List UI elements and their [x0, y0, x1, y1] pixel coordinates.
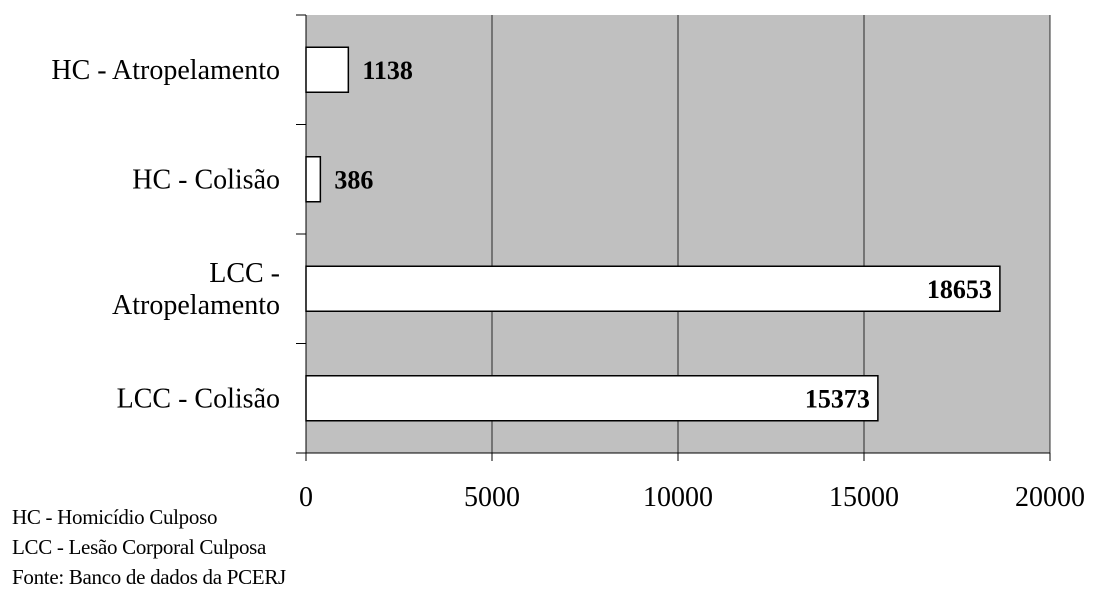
x-tick-labels: 0 5000 10000 15000 20000	[299, 482, 1085, 513]
x-tick-label: 20000	[1015, 482, 1085, 513]
legend-note-hc: HC - Homicídio Culposo	[12, 505, 218, 529]
x-tick-label: 0	[299, 482, 313, 513]
axis-ticks	[296, 14, 1051, 461]
source-note: Fonte: Banco de dados da PCERJ	[12, 565, 286, 589]
bar	[305, 156, 322, 203]
category-label: LCC - Colisão	[117, 383, 280, 414]
x-tick-label: 15000	[829, 482, 899, 513]
data-label: 18653	[927, 275, 992, 304]
category-label: LCC -	[209, 258, 280, 289]
legend-note-lcc: LCC - Lesão Corporal Culposa	[12, 535, 267, 559]
bar	[305, 46, 350, 93]
data-label: 1138	[362, 56, 413, 85]
data-label: 15373	[805, 384, 870, 413]
data-label: 386	[334, 165, 373, 194]
bar	[305, 265, 1001, 312]
category-label: HC - Colisão	[132, 164, 280, 195]
x-tick-label: 10000	[643, 482, 713, 513]
x-tick-label: 5000	[464, 482, 520, 513]
category-label: Atropelamento	[112, 290, 280, 321]
bar	[305, 375, 879, 422]
category-labels: HC - Atropelamento HC - Colisão LCC -Atrop…	[51, 55, 280, 415]
value-labels: 1138 386 18653 15373	[334, 56, 992, 414]
category-label: HC - Atropelamento	[51, 55, 280, 86]
